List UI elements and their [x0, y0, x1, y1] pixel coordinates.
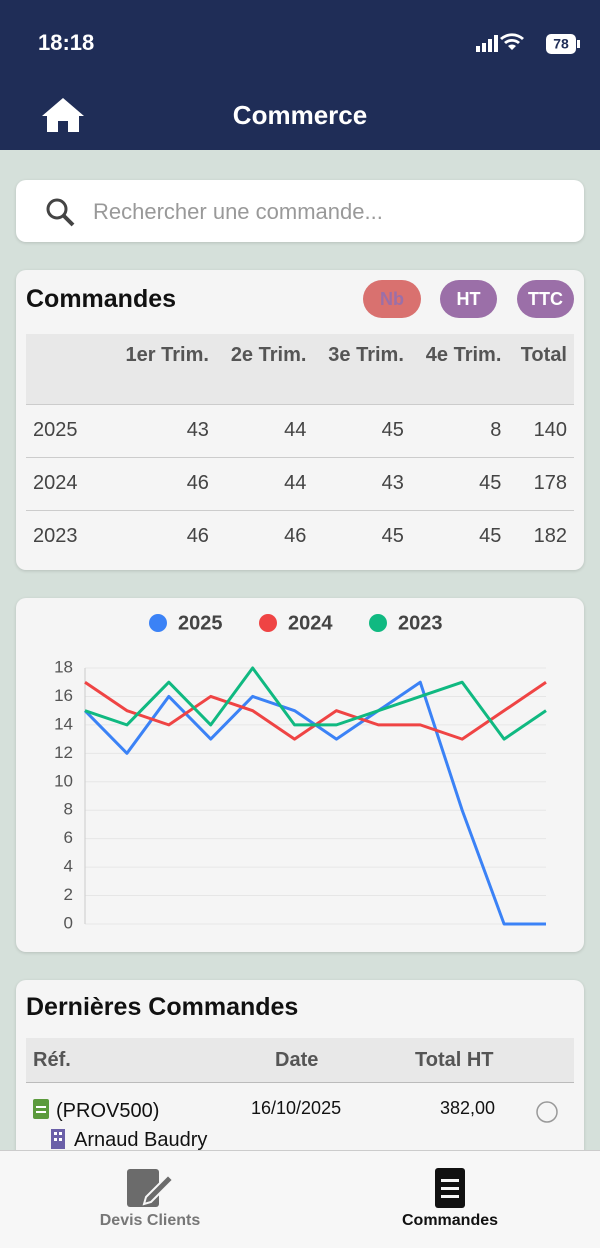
search-box[interactable]: Rechercher une commande...: [16, 180, 584, 242]
order-date: 16/10/2025: [251, 1098, 342, 1118]
tab-quotes[interactable]: Devis Clients: [99, 1212, 201, 1229]
table-header: Réf. Date Total HT: [26, 1038, 574, 1083]
y-tick-label: 4: [64, 857, 73, 876]
column-header: 3e Trim.: [328, 344, 404, 366]
cell: 44: [215, 456, 314, 510]
orders-summary-card: Commandes Nb HT TTC 1er Trim. 2e Trim. 3e …: [16, 270, 584, 570]
cell: 45: [410, 509, 509, 563]
tab-bar: Devis Clients Commandes: [0, 1150, 600, 1248]
cell: 43: [110, 403, 216, 457]
cell: 46: [110, 509, 216, 563]
cell: 8: [410, 403, 509, 457]
battery-level: 78: [553, 36, 569, 52]
cell: 44: [215, 403, 314, 457]
column-header: Total: [520, 344, 567, 366]
cell: 182: [508, 509, 574, 563]
chart: 0 2 4 6 8 10 12 14 16 18 2025 2024 2023: [54, 612, 547, 932]
col-date: Date: [275, 1049, 319, 1071]
column-header: 1er Trim.: [125, 344, 209, 366]
row-year: 2023: [26, 509, 110, 563]
app-header: 18:18 78 Commerce: [0, 0, 600, 150]
search-icon: [46, 198, 75, 227]
series-line: [84, 666, 547, 741]
tab-orders[interactable]: Commandes: [401, 1212, 499, 1229]
column-header: 2e Trim.: [230, 344, 307, 366]
status-icons: 78: [476, 33, 580, 54]
building-icon: [51, 1129, 65, 1149]
card-title: Commandes: [26, 285, 177, 313]
y-tick-label: 0: [64, 913, 73, 932]
header-title: Commerce: [232, 100, 368, 130]
tab-icon-quotes: [127, 1169, 174, 1207]
y-tick-label: 14: [54, 714, 73, 733]
legend-label: 2025: [178, 612, 223, 634]
legend-label: 2024: [288, 612, 333, 634]
toggle-ttc[interactable]: TTC: [517, 280, 574, 318]
series-line: [84, 680, 547, 741]
y-tick-label: 10: [54, 771, 73, 790]
order-ref[interactable]: (PROV500): [56, 1100, 160, 1122]
status-time: 18:18: [38, 30, 95, 55]
col-total: Total HT: [415, 1049, 494, 1071]
cell: 46: [110, 456, 216, 510]
order-select[interactable]: [535, 1100, 559, 1124]
header-empty: [26, 334, 110, 404]
cell: 45: [313, 509, 411, 563]
order-total: 382,00: [440, 1098, 496, 1118]
column-header: 4e Trim.: [425, 344, 502, 366]
cell: 45: [313, 403, 411, 457]
cell: 140: [508, 403, 574, 457]
legend-marker: [149, 614, 167, 632]
table-row: 2025 43 44 45 8 140: [26, 403, 574, 457]
table-row: 2023 46 46 45 45 182: [26, 509, 574, 563]
y-tick-label: 18: [54, 657, 73, 676]
y-tick-label: 16: [54, 686, 73, 705]
row-year: 2025: [26, 403, 110, 457]
table-row: 2024 46 44 43 45 178: [26, 456, 574, 510]
cell: 43: [313, 456, 411, 510]
toggle-nb[interactable]: Nb: [363, 280, 421, 318]
legend-marker: [259, 614, 277, 632]
card-title: Dernières Commandes: [26, 993, 299, 1021]
cell: 178: [508, 456, 574, 510]
y-tick-label: 6: [64, 828, 73, 847]
chart-card: 0 2 4 6 8 10 12 14 16 18 2025 2024 2023: [16, 598, 584, 952]
toggle-ht[interactable]: HT: [440, 280, 497, 318]
search-placeholder: Rechercher une commande...: [93, 199, 383, 224]
legend-label: 2023: [398, 612, 443, 634]
cell: 45: [410, 456, 509, 510]
row-year: 2024: [26, 456, 110, 510]
y-tick-label: 8: [64, 800, 73, 819]
order-client: Arnaud Baudry: [74, 1129, 208, 1151]
cell: 46: [215, 509, 314, 563]
doc-icon: [33, 1099, 49, 1119]
summary-table: 1er Trim. 2e Trim. 3e Trim. 4e Trim. Total 2…: [26, 334, 574, 563]
home-button[interactable]: [40, 96, 86, 134]
y-tick-label: 12: [54, 743, 73, 762]
legend-marker: [369, 614, 387, 632]
tab-icon-orders: [435, 1168, 465, 1208]
col-ref: Réf.: [33, 1049, 71, 1071]
y-tick-label: 2: [64, 885, 73, 904]
